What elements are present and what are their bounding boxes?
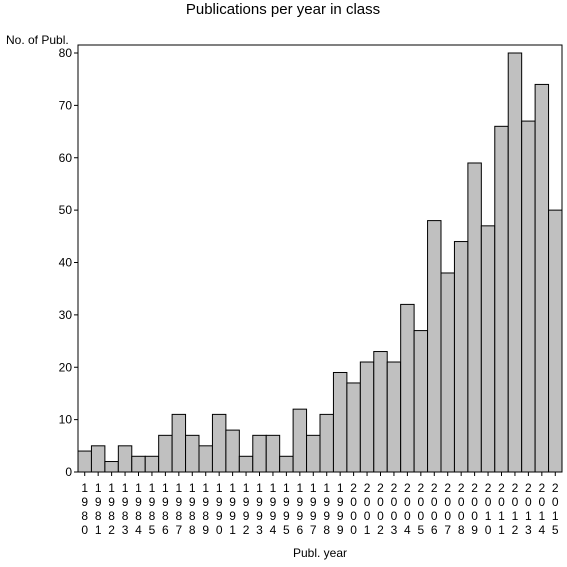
bar-1983	[117, 445, 133, 473]
bar-2001	[359, 361, 375, 473]
bar-2014	[534, 83, 550, 473]
y-tick-label: 60	[59, 151, 73, 165]
y-tick-label: 50	[59, 203, 73, 217]
bar-2000	[346, 382, 361, 473]
bar-1992	[238, 455, 254, 473]
bar-1999	[332, 371, 348, 473]
bar-1996	[292, 408, 308, 473]
bar-2005	[413, 330, 429, 473]
y-tick-label: 10	[59, 413, 73, 427]
bar-2015	[548, 209, 563, 473]
y-tick-label: 20	[59, 360, 73, 374]
bar-1980	[77, 450, 92, 473]
bar-2004	[400, 303, 415, 473]
bar-2003	[386, 361, 402, 473]
y-axis-ticks: 0 10 20 30 40 50 60 70 80	[59, 46, 78, 479]
bar-2008	[453, 241, 469, 473]
bar-1991	[225, 429, 240, 473]
bar-1987	[171, 413, 187, 473]
bar-1988	[185, 434, 200, 473]
bar-1982	[104, 461, 119, 473]
bar-1997	[306, 434, 321, 473]
bar-1990	[211, 413, 227, 473]
bar-1986	[158, 434, 173, 473]
bar-1998	[319, 413, 334, 473]
bar-2010	[480, 225, 496, 473]
x-axis-label: Publ. year	[293, 546, 347, 560]
x-axis-ticks: 1 9 8 0 1 9 8 1 1 9 8 2 1 9 8 3 1 9 8 4 1 9 8 5 1 9 8 6 1 9 8 7 1 9 8 8 1 9 8 9…	[81, 472, 559, 537]
bar-1993	[252, 434, 267, 473]
bar-1994	[265, 434, 281, 473]
chart-title: Publications per year in class	[186, 1, 380, 18]
bar-1981	[90, 445, 106, 473]
bar-2007	[440, 272, 455, 473]
y-axis-label: No. of Publ.	[6, 33, 69, 47]
bar-2002	[373, 351, 388, 473]
bar-1989	[198, 445, 213, 473]
bars-group	[77, 52, 563, 473]
bar-2009	[467, 162, 482, 473]
y-tick-label: 70	[59, 98, 73, 112]
bar-2012	[507, 52, 523, 473]
bar-1984	[131, 455, 146, 473]
bar-2006	[427, 220, 442, 473]
y-tick-label: 40	[59, 256, 73, 270]
y-tick-label: 0	[65, 465, 72, 479]
bar-2013	[521, 120, 536, 473]
y-tick-label: 80	[59, 46, 73, 60]
bar-1995	[279, 455, 294, 473]
bar-1985	[144, 455, 160, 473]
y-tick-label: 30	[59, 308, 73, 322]
plot-frame	[77, 44, 563, 473]
bar-2011	[494, 125, 509, 473]
